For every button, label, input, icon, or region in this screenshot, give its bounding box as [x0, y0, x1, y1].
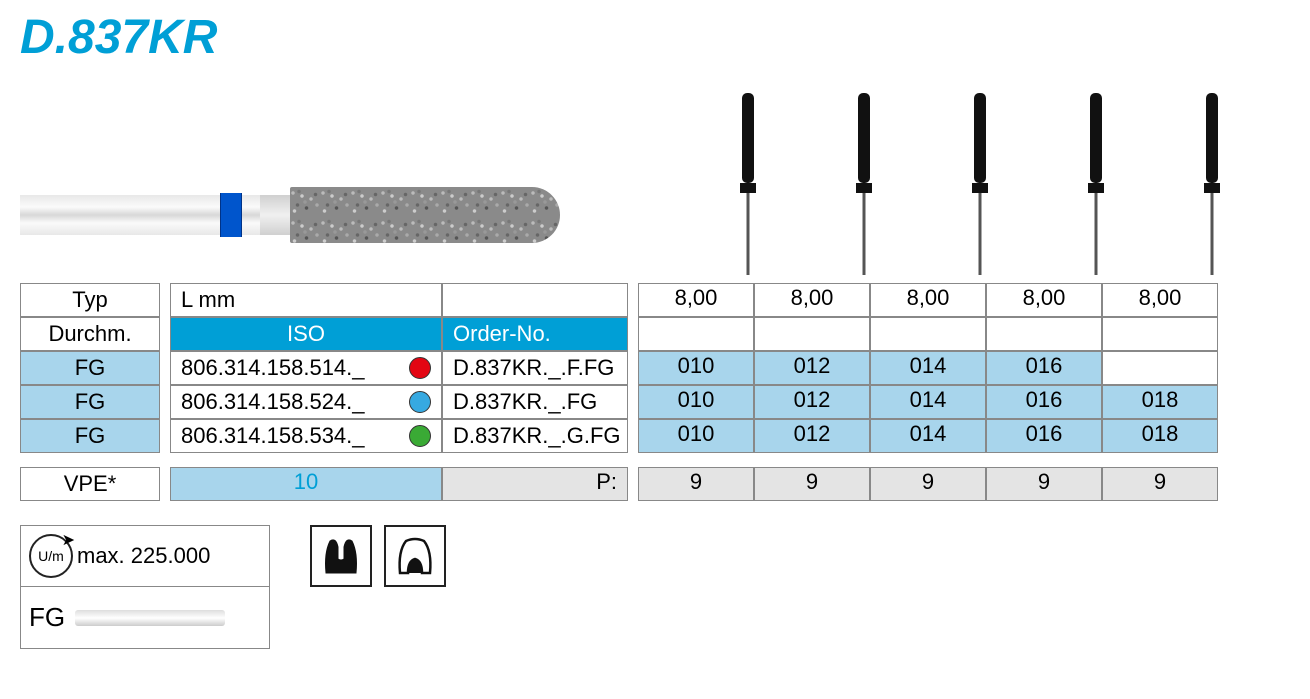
shank-graphic [75, 610, 225, 626]
silhouette-row [690, 85, 1270, 275]
vpe-cell: 9 [638, 467, 754, 501]
top-section [20, 85, 1290, 275]
length-cell: 8,00 [638, 283, 754, 317]
hdr-blank [442, 283, 628, 317]
size-cell: 014 [870, 419, 986, 453]
rpm-value: max. 225.000 [77, 543, 210, 569]
size-cell: 018 [1102, 419, 1218, 453]
order-0: D.837KR._.F.FG [442, 351, 628, 385]
silhouette [806, 85, 922, 275]
size-cell: 016 [986, 385, 1102, 419]
product-title: D.837KR [20, 10, 1290, 65]
length-cell: 8,00 [754, 283, 870, 317]
length-cell: 8,00 [986, 283, 1102, 317]
mid-column: L mm ISO Order-No. 806.314.158.514._ D.8… [170, 283, 628, 453]
size-cell: 012 [754, 419, 870, 453]
vpe-cell: 9 [986, 467, 1102, 501]
blank-cell [986, 317, 1102, 351]
blank-cell [754, 317, 870, 351]
size-cell: 018 [1102, 385, 1218, 419]
row1-typ: FG [20, 385, 160, 419]
iso-2: 806.314.158.534._ [170, 419, 442, 453]
silhouette [922, 85, 1038, 275]
bur-photo [20, 155, 620, 275]
vpe-cell: 9 [754, 467, 870, 501]
shank-label: FG [29, 602, 65, 633]
size-cell: 016 [986, 351, 1102, 385]
bottom-info: U/m ➤ max. 225.000 FG [20, 525, 1290, 649]
size-cell: 012 [754, 351, 870, 385]
tooth-icon-2 [384, 525, 446, 587]
vpe-section: VPE* 10 P: 99999 [20, 467, 1290, 501]
row0-typ: FG [20, 351, 160, 385]
blank-cell [870, 317, 986, 351]
size-cell: 014 [870, 385, 986, 419]
vpe-cell: 9 [870, 467, 986, 501]
data-row-1: 806.314.158.524._ D.837KR._.FG [170, 385, 628, 419]
main-table: Typ Durchm. FG FG FG L mm ISO Order-No. … [20, 283, 1290, 453]
hdr-order: Order-No. [442, 317, 628, 351]
hdr-typ: Typ [20, 283, 160, 317]
application-icons [310, 525, 446, 587]
length-cell: 8,00 [1102, 283, 1218, 317]
hdr-iso: ISO [170, 317, 442, 351]
vpe-cell: 9 [1102, 467, 1218, 501]
size-cell: 010 [638, 351, 754, 385]
blank-cell [1102, 317, 1218, 351]
blank-cell [638, 317, 754, 351]
tooth-icon-1 [310, 525, 372, 587]
row2-typ: FG [20, 419, 160, 453]
silhouette [1038, 85, 1154, 275]
rpm-box: U/m ➤ max. 225.000 [20, 525, 270, 587]
left-column: Typ Durchm. FG FG FG [20, 283, 160, 453]
size-cell: 010 [638, 419, 754, 453]
size-table: 8,008,008,008,008,00 010012014016 010012… [638, 283, 1218, 453]
vpe-p: P: [442, 467, 628, 501]
rpm-icon: U/m ➤ [29, 534, 73, 578]
data-row-2: 806.314.158.534._ D.837KR._.G.FG [170, 419, 628, 453]
shank-box: FG [20, 587, 270, 649]
vpe-qty: 10 [170, 467, 442, 501]
data-row-0: 806.314.158.514._ D.837KR._.F.FG [170, 351, 628, 385]
order-2: D.837KR._.G.FG [442, 419, 628, 453]
size-cell: 014 [870, 351, 986, 385]
hdr-lmm: L mm [170, 283, 442, 317]
size-cell: 012 [754, 385, 870, 419]
size-cell: 016 [986, 419, 1102, 453]
iso-0: 806.314.158.514._ [170, 351, 442, 385]
hdr-durchm: Durchm. [20, 317, 160, 351]
iso-1: 806.314.158.524._ [170, 385, 442, 419]
size-cell: 010 [638, 385, 754, 419]
size-cell [1102, 351, 1218, 385]
length-cell: 8,00 [870, 283, 986, 317]
silhouette [690, 85, 806, 275]
silhouette [1154, 85, 1270, 275]
vpe-label: VPE* [20, 467, 160, 501]
order-1: D.837KR._.FG [442, 385, 628, 419]
